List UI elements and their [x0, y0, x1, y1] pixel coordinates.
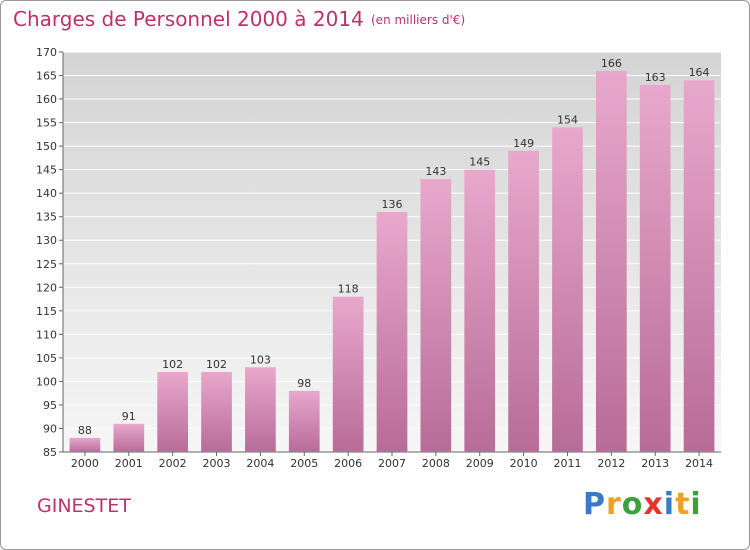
bar [552, 127, 583, 452]
x-tick-label: 2004 [246, 457, 274, 470]
y-tick-label: 135 [36, 211, 57, 224]
x-tick-label: 2001 [115, 457, 143, 470]
bar [288, 390, 320, 452]
y-tick-label: 110 [36, 328, 57, 341]
data-label: 164 [689, 66, 710, 79]
x-tick-label: 2002 [159, 457, 187, 470]
y-tick-label: 165 [36, 70, 57, 83]
logo-letter: o [621, 487, 644, 522]
bar [639, 84, 671, 453]
bar [683, 80, 715, 452]
y-tick-label: 130 [36, 234, 57, 247]
chart-subtitle: (en milliers d'€) [371, 13, 466, 27]
x-tick-label: 2009 [466, 457, 494, 470]
x-tick-label: 2013 [641, 457, 669, 470]
data-label: 166 [601, 57, 622, 70]
x-tick-label: 2008 [422, 457, 450, 470]
data-label: 98 [297, 377, 311, 390]
data-label: 154 [557, 113, 578, 126]
y-tick-label: 100 [36, 375, 57, 388]
y-tick-label: 155 [36, 117, 57, 130]
commune-name: GINESTET [37, 495, 131, 517]
data-label: 102 [206, 358, 227, 371]
y-tick-label: 115 [36, 305, 57, 318]
logo-letter: i [663, 487, 676, 522]
bar [420, 179, 452, 452]
x-tick-label: 2000 [71, 457, 99, 470]
x-tick-label: 2007 [378, 457, 406, 470]
chart-title: Charges de Personnel 2000 à 2014 [13, 7, 364, 31]
data-label: 145 [469, 156, 490, 169]
bar [113, 423, 145, 452]
data-label: 103 [250, 353, 271, 366]
data-label: 91 [122, 410, 136, 423]
data-label: 102 [162, 358, 183, 371]
y-tick-label: 160 [36, 93, 57, 106]
proxiti-logo[interactable]: Proxiti [583, 487, 702, 522]
y-tick-label: 150 [36, 140, 57, 153]
bar [332, 296, 364, 452]
bar [376, 212, 408, 452]
bar [201, 372, 232, 452]
logo-letter: i [690, 487, 702, 522]
bar [508, 150, 539, 452]
y-tick-label: 105 [36, 352, 57, 365]
data-label: 136 [382, 198, 403, 211]
y-tick-label: 140 [36, 187, 57, 200]
data-label: 88 [78, 424, 92, 437]
x-tick-label: 2003 [203, 457, 231, 470]
x-tick-label: 2014 [685, 457, 713, 470]
y-tick-label: 95 [43, 399, 57, 412]
bar [595, 70, 627, 452]
x-tick-label: 2011 [553, 457, 581, 470]
y-tick-label: 120 [36, 281, 57, 294]
logo-letter: r [606, 487, 622, 522]
y-tick-label: 85 [43, 446, 57, 459]
x-tick-label: 2010 [510, 457, 538, 470]
bar [69, 437, 101, 452]
logo-letter: P [583, 487, 606, 522]
bar [245, 367, 276, 452]
data-label: 163 [645, 71, 666, 84]
data-label: 143 [425, 165, 446, 178]
bar [464, 169, 496, 452]
y-tick-label: 145 [36, 164, 57, 177]
x-tick-label: 2012 [597, 457, 625, 470]
y-tick-label: 170 [36, 46, 57, 59]
y-tick-label: 125 [36, 258, 57, 271]
logo-letter: t [675, 487, 691, 522]
x-tick-label: 2006 [334, 457, 362, 470]
y-tick-label: 90 [43, 422, 57, 435]
x-tick-label: 2005 [290, 457, 318, 470]
logo-letter: x [643, 487, 664, 522]
bar [157, 372, 189, 452]
data-label: 149 [513, 137, 534, 150]
data-label: 118 [338, 283, 359, 296]
